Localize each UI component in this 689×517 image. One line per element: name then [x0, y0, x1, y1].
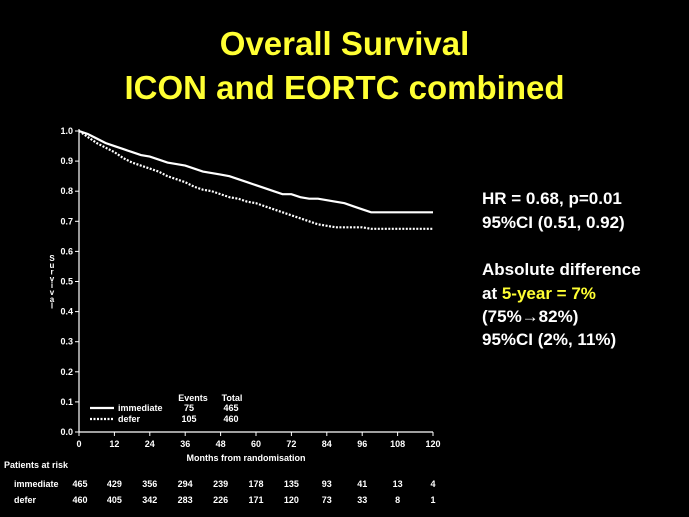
- five-year-prefix: at: [482, 284, 502, 303]
- at-risk-value: 465: [72, 479, 87, 489]
- at-risk-value: 171: [248, 495, 263, 505]
- y-axis-title-letter: S: [49, 254, 55, 263]
- at-risk-value: 342: [142, 495, 157, 505]
- at-risk-value: 178: [248, 479, 263, 489]
- legend-total-value: 460: [223, 414, 238, 424]
- at-risk-value: 1: [430, 495, 435, 505]
- y-tick-label: 0.5: [60, 277, 73, 287]
- x-tick-label: 108: [390, 439, 405, 449]
- y-axis-title-letter: r: [50, 268, 53, 277]
- at-risk-value: 405: [107, 495, 122, 505]
- series-line-immediate: [78, 129, 433, 214]
- at-risk-value: 429: [107, 479, 122, 489]
- y-tick-label: 0.2: [60, 367, 73, 377]
- at-risk-value: 226: [213, 495, 228, 505]
- legend-label: defer: [118, 414, 141, 424]
- at-risk-value: 356: [142, 479, 157, 489]
- y-axis-title-letter: a: [50, 295, 55, 304]
- y-tick-label: 0.0: [60, 427, 73, 437]
- legend-events-value: 105: [181, 414, 196, 424]
- y-axis-title-letter: l: [51, 302, 53, 311]
- x-tick-label: 12: [109, 439, 119, 449]
- legend-label: immediate: [118, 403, 163, 413]
- at-risk-value: 294: [178, 479, 193, 489]
- x-tick-label: 96: [357, 439, 367, 449]
- at-risk-value: 33: [357, 495, 367, 505]
- y-tick-label: 0.8: [60, 186, 73, 196]
- series-line-defer: [78, 130, 433, 230]
- legend-total-header: Total: [222, 393, 243, 403]
- y-tick-label: 0.3: [60, 337, 73, 347]
- y-axis-title-letter: v: [50, 274, 55, 283]
- y-tick-label: 0.7: [60, 216, 73, 226]
- x-tick-label: 120: [425, 439, 440, 449]
- x-tick-label: 72: [286, 439, 296, 449]
- x-tick-label: 48: [216, 439, 226, 449]
- at-risk-value: 93: [322, 479, 332, 489]
- x-tick-label: 24: [145, 439, 155, 449]
- slide-title-line1: Overall Survival: [219, 25, 470, 62]
- y-axis-title-letter: u: [50, 261, 55, 270]
- x-tick-label: 60: [251, 439, 261, 449]
- y-axis-title-letter: i: [51, 281, 53, 290]
- at-risk-value: 283: [178, 495, 193, 505]
- hazard-ratio-text: HR = 0.68, p=0.01: [482, 189, 622, 208]
- legend-events-value: 75: [184, 403, 194, 413]
- at-risk-value: 41: [357, 479, 367, 489]
- y-tick-label: 1.0: [60, 126, 73, 136]
- y-tick-label: 0.9: [60, 156, 73, 166]
- y-tick-label: 0.6: [60, 246, 73, 256]
- at-risk-value: 120: [284, 495, 299, 505]
- x-tick-label: 36: [180, 439, 190, 449]
- x-axis-title: Months from randomisation: [187, 453, 306, 463]
- absolute-difference-label: Absolute difference: [482, 260, 641, 279]
- slide-title-line2: ICON and EORTC combined: [124, 69, 565, 106]
- at-risk-value: 4: [430, 479, 435, 489]
- y-axis-title-letter: v: [50, 288, 55, 297]
- legend-total-value: 465: [223, 403, 238, 413]
- x-tick-label: 0: [76, 439, 81, 449]
- at-risk-title: Patients at risk: [4, 460, 69, 470]
- at-risk-row-label: immediate: [14, 479, 59, 489]
- hazard-ratio-ci-text: 95%CI (0.51, 0.92): [482, 213, 625, 232]
- five-year-difference: at 5-year = 7%: [482, 283, 596, 305]
- at-risk-value: 8: [395, 495, 400, 505]
- five-year-rates: (75%→82%): [482, 307, 579, 326]
- absolute-difference-ci: 95%CI (2%, 11%): [482, 330, 617, 349]
- five-year-highlight: 5-year = 7%: [501, 284, 596, 303]
- x-tick-label: 84: [322, 439, 332, 449]
- at-risk-value: 135: [284, 479, 299, 489]
- y-tick-label: 0.4: [60, 307, 73, 317]
- at-risk-value: 73: [322, 495, 332, 505]
- at-risk-row-label: defer: [14, 495, 37, 505]
- y-tick-label: 0.1: [60, 397, 73, 407]
- at-risk-value: 13: [393, 479, 403, 489]
- legend-events-header: Events: [178, 393, 208, 403]
- at-risk-value: 460: [72, 495, 87, 505]
- at-risk-value: 239: [213, 479, 228, 489]
